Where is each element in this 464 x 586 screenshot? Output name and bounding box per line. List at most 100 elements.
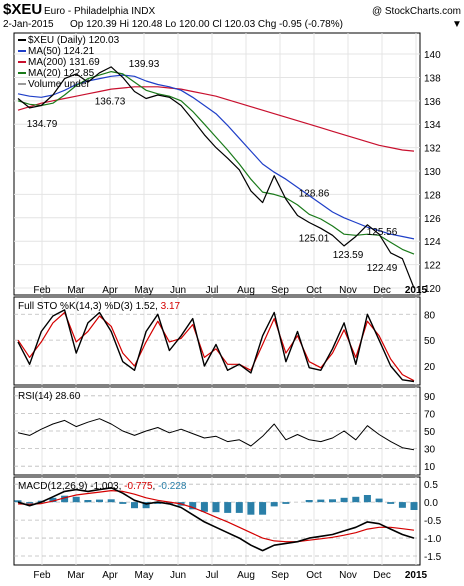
macd-panel-frame (13, 476, 421, 566)
price-panel-frame (13, 32, 421, 296)
month-label-bottom: Jun (170, 570, 186, 581)
rsi-tick-label: 90 (424, 392, 436, 403)
month-label-top: Feb (33, 285, 51, 296)
price-annotation-label: 136.73 (95, 96, 126, 107)
ohlc-readout: Op 120.39 Hi 120.48 Lo 120.00 Cl 120.03 … (70, 19, 343, 30)
month-label-bottom: Aug (237, 570, 255, 581)
macd-histogram-bar (352, 496, 360, 503)
price-tick-label: 126 (424, 214, 441, 225)
price-grid (14, 33, 420, 295)
price-line (17, 66, 415, 289)
stochastic-grid (14, 297, 420, 385)
macd-histogram-bar (49, 497, 57, 503)
macd-axis: 0.5 0.0 -0.5 -1.0 -1.5 (424, 480, 442, 563)
macd-tick-label: -1.5 (424, 552, 442, 563)
macd-histogram-bar (131, 502, 138, 509)
macd-histogram-bar (387, 502, 395, 504)
month-label-bottom: Apr (102, 570, 118, 581)
macd-histogram-bar (200, 502, 208, 512)
macd-tick-label: 0.0 (424, 498, 438, 509)
macd-line (17, 486, 415, 552)
price-tick-label: 122 (424, 261, 441, 272)
month-axis-bottom: Feb Mar Apr May Jun Jul Aug Sep Oct Nov Dec 2015 (33, 570, 427, 581)
ma20-line (17, 70, 415, 255)
macd-histogram-bar (189, 502, 197, 510)
month-label-top: 2015 (405, 285, 428, 296)
macd-histogram-bar (154, 502, 162, 504)
macd-histogram-bar (235, 502, 243, 513)
rsi-panel: 90 70 50 30 10 RSI(14) 28.60 (13, 386, 436, 476)
macd-histogram-bar (282, 502, 290, 504)
macd-histogram-bar (375, 498, 383, 503)
rsi-line (17, 418, 415, 451)
rsi-tick-label: 10 (424, 462, 436, 473)
month-label-top: Oct (306, 285, 322, 296)
price-panel: 120 122 124 126 128 130 132 134 136 138 140 139.93… (13, 32, 441, 296)
rsi-grid (14, 387, 420, 475)
price-tick-label: 134 (424, 120, 441, 131)
macd-histogram-bar (259, 502, 267, 515)
stochastic-label: Full STO %K(14,3) %D(3) 1.52, 3.17 (18, 301, 181, 312)
quote-date: 2-Jan-2015 (3, 19, 54, 30)
month-label-bottom: 2015 (405, 570, 428, 581)
macd-histogram-bar (14, 500, 22, 503)
price-annotation-label: 123.59 (333, 250, 364, 261)
month-label-bottom: Dec (373, 570, 391, 581)
rsi-tick-label: 50 (424, 427, 436, 438)
month-label-bottom: May (135, 570, 154, 581)
macd-histogram-bar (340, 497, 348, 503)
price-tick-label: 140 (424, 50, 441, 61)
price-tick-label: 138 (424, 73, 441, 84)
legend-entry: Volume undef (28, 79, 89, 90)
macd-histogram-bar (224, 502, 232, 513)
month-label-top: Jun (170, 285, 186, 296)
price-tick-label: 130 (424, 167, 441, 178)
macd-histogram-bar (317, 499, 325, 503)
symbol-title: $XEU (3, 1, 42, 18)
month-label-top: Mar (67, 285, 85, 296)
price-annotation-label: 128.86 (299, 188, 330, 199)
price-axis: 120 122 124 126 128 130 132 134 136 138 140 (424, 50, 441, 295)
sto-tick-label: 80 (424, 310, 436, 321)
sto-tick-label: 50 (424, 336, 436, 347)
price-annotation-label: 139.93 (129, 59, 160, 70)
month-label-top: May (135, 285, 154, 296)
price-annotations: 139.93 136.73 134.79 128.86 125.56 125.01123.… (27, 59, 398, 274)
macd-histogram-bar (212, 502, 220, 513)
price-tick-label: 136 (424, 97, 441, 108)
price-annotation-label: 125.01 (299, 233, 330, 244)
month-label-bottom: Nov (339, 570, 357, 581)
month-label-top: Apr (102, 285, 118, 296)
legend-entry: $XEU (Daily) 120.03 (28, 35, 120, 46)
macd-histogram-bar (165, 502, 173, 504)
month-label-bottom: Sep (271, 570, 289, 581)
price-annotation-label: 122.49 (367, 263, 398, 274)
stochastic-series (17, 309, 415, 383)
price-tick-label: 128 (424, 190, 441, 201)
macd-histogram-bar (119, 502, 127, 504)
month-label-top: Jul (206, 285, 219, 296)
macd-tick-label: -1.0 (424, 534, 442, 545)
month-label-bottom: Feb (33, 570, 51, 581)
macd-label: MACD(12,26,9) -1.003, -0.775, -0.228 (18, 481, 187, 492)
month-label-top: Aug (237, 285, 255, 296)
macd-panel: 0.5 0.0 -0.5 -1.0 -1.5 MACD(12,26,9) -1.003,… (13, 476, 442, 566)
macd-histogram-bar (96, 499, 103, 503)
stochastic-panel: 80 50 20 Full STO %K(14,3) %D(3) 1.52, 3.1… (13, 296, 436, 386)
month-label-bottom: Mar (67, 570, 85, 581)
month-axis-top: Feb Mar Apr May Jun Jul Aug Sep Oct Nov Dec 2015 (33, 285, 427, 296)
rsi-axis: 90 70 50 30 10 (424, 392, 436, 473)
macd-histogram-bar (72, 496, 80, 503)
macd-histogram-bar (410, 502, 418, 510)
watermark: @ StockCharts.com (372, 6, 461, 17)
macd-signal-line (17, 490, 415, 543)
price-tick-label: 120 (424, 284, 441, 295)
macd-histogram-bar (84, 500, 92, 503)
ma50-line (17, 74, 415, 240)
price-annotation-label: 134.79 (27, 119, 58, 130)
macd-histogram-bar (270, 502, 278, 507)
price-tick-label: 132 (424, 144, 441, 155)
legend-entry: MA(50) 124.21 (28, 46, 95, 57)
